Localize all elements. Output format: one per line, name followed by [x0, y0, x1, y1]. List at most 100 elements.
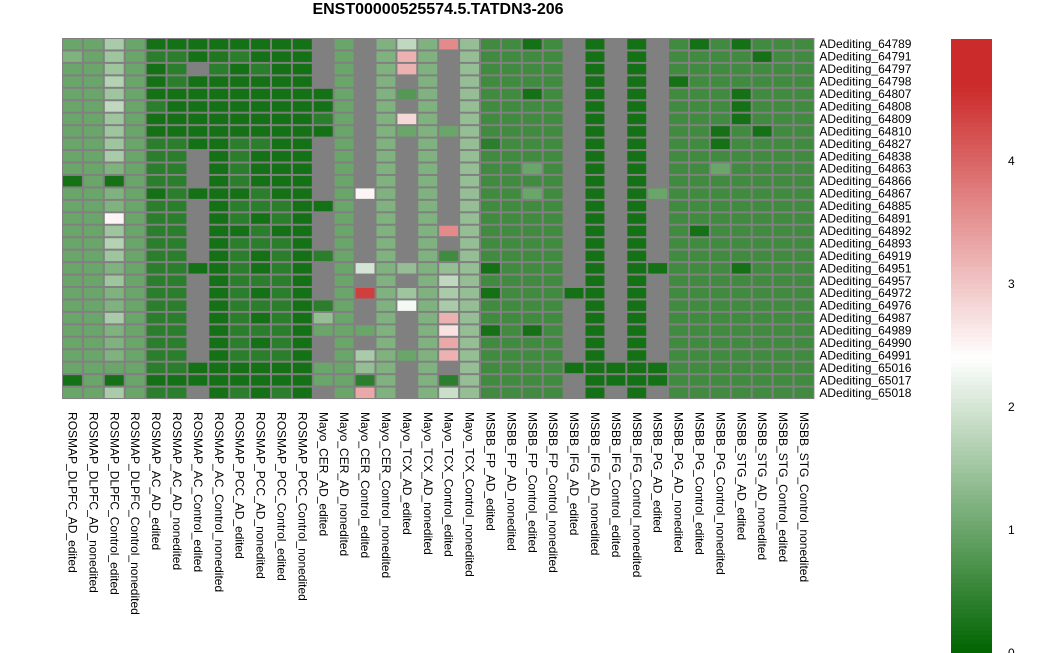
heatmap-cell [752, 163, 772, 174]
heatmap-cell [648, 163, 668, 174]
heatmap-cell [230, 250, 250, 262]
heatmap-cell [481, 350, 500, 361]
heatmap-cell [794, 275, 814, 286]
heatmap-cell [125, 200, 145, 212]
heatmap-cell [543, 213, 563, 224]
legend-gradient-band [951, 179, 992, 185]
heatmap-cell [292, 312, 312, 324]
legend-tick-label: 2 [1008, 400, 1015, 414]
heatmap-cell [292, 163, 312, 174]
heatmap-cell [627, 225, 647, 237]
heatmap-cell [418, 263, 438, 274]
heatmap-cell [418, 375, 438, 386]
heatmap-cell [460, 238, 479, 249]
legend-gradient-band [951, 113, 992, 119]
legend-gradient-band [951, 582, 992, 588]
heatmap-cell [209, 188, 229, 199]
heatmap-cell [63, 350, 82, 361]
heatmap-cell [439, 175, 459, 187]
heatmap-cell [460, 350, 479, 361]
heatmap-cell [209, 51, 229, 62]
legend-gradient-band [951, 39, 992, 44]
legend-gradient-band [951, 253, 992, 259]
heatmap-cell [209, 138, 229, 150]
heatmap-cell [585, 337, 605, 349]
heatmap-cell [669, 188, 688, 199]
heatmap-cell [397, 238, 417, 249]
heatmap-cell [460, 375, 479, 386]
heatmap-cell [355, 263, 375, 274]
heatmap-cell [501, 325, 521, 336]
heatmap-cell [334, 39, 354, 50]
heatmap-cell [627, 188, 647, 199]
heatmap-cell [794, 39, 814, 50]
heatmap-cell [292, 275, 312, 286]
heatmap-cell [376, 101, 396, 112]
row-label: ADediting_64892 [819, 224, 911, 238]
row-label: ADediting_64989 [819, 324, 911, 338]
heatmap-cell [585, 163, 605, 174]
heatmap-cell [731, 88, 751, 100]
legend-gradient-band [951, 381, 992, 387]
heatmap-cell [63, 238, 82, 249]
heatmap-cell [292, 126, 312, 137]
heatmap-cell [167, 250, 187, 262]
heatmap-cell [376, 387, 396, 399]
heatmap-cell [83, 101, 103, 112]
heatmap-cell [773, 88, 793, 100]
heatmap-cell [167, 375, 187, 386]
heatmap-cell [418, 337, 438, 349]
heatmap-cell [690, 126, 709, 137]
heatmap-cell [209, 200, 229, 212]
row-label: ADediting_64838 [819, 149, 911, 163]
heatmap-cell [397, 188, 417, 199]
legend-gradient-band [951, 367, 992, 373]
legend-gradient-band [951, 341, 992, 347]
heatmap-cell [460, 151, 479, 162]
heatmap-cell [481, 312, 500, 324]
heatmap-cell [230, 325, 250, 336]
heatmap-cell [669, 275, 688, 286]
heatmap-cell [376, 362, 396, 374]
heatmap-cell [439, 325, 459, 336]
heatmap-cell [585, 76, 605, 87]
heatmap-cell [564, 350, 584, 361]
heatmap-cell [292, 200, 312, 212]
heatmap-cell [376, 300, 396, 311]
heatmap-cell [188, 337, 208, 349]
heatmap-cell [83, 88, 103, 100]
heatmap-cell [125, 238, 145, 249]
heatmap-cell [564, 288, 584, 299]
heatmap-cell [731, 337, 751, 349]
heatmap-cell [439, 138, 459, 150]
heatmap-cell [334, 51, 354, 62]
heatmap-cell [564, 337, 584, 349]
heatmap-cell [710, 188, 730, 199]
heatmap-cell [669, 101, 688, 112]
heatmap-cell [83, 312, 103, 324]
heatmap-cell [794, 387, 814, 399]
heatmap-cell [230, 375, 250, 386]
legend-gradient-band [951, 60, 992, 66]
heatmap-cell [481, 263, 500, 274]
heatmap-cell [585, 200, 605, 212]
heatmap-cell [272, 337, 291, 349]
heatmap-cell [564, 88, 584, 100]
column-label: MSBB_STG_Control_edited [776, 412, 790, 562]
heatmap-cell [522, 225, 542, 237]
heatmap-cell [146, 337, 166, 349]
heatmap-cell [272, 225, 291, 237]
heatmap-cell [146, 250, 166, 262]
heatmap-cell [167, 300, 187, 311]
heatmap-cell [272, 387, 291, 399]
heatmap-cell [522, 275, 542, 286]
legend-gradient-band [951, 499, 992, 505]
row-label: ADediting_65017 [819, 373, 911, 387]
heatmap-cell [481, 51, 500, 62]
heatmap-cell [669, 51, 688, 62]
heatmap-cell [251, 151, 270, 162]
row-label: ADediting_64987 [819, 311, 911, 325]
heatmap-cell [501, 101, 521, 112]
heatmap-cell [481, 63, 500, 75]
heatmap-cell [397, 63, 417, 75]
